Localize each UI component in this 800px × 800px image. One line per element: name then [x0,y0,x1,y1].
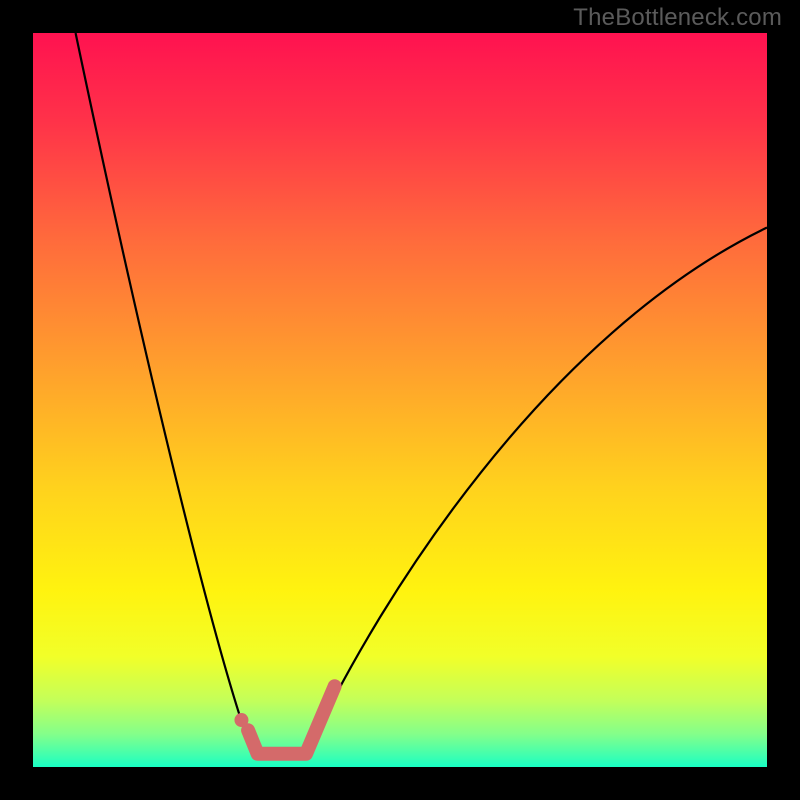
bottleneck-chart [33,33,767,767]
highlight-dot-marker [234,713,248,727]
gradient-background [33,33,767,767]
watermark-text: TheBottleneck.com [573,4,782,32]
